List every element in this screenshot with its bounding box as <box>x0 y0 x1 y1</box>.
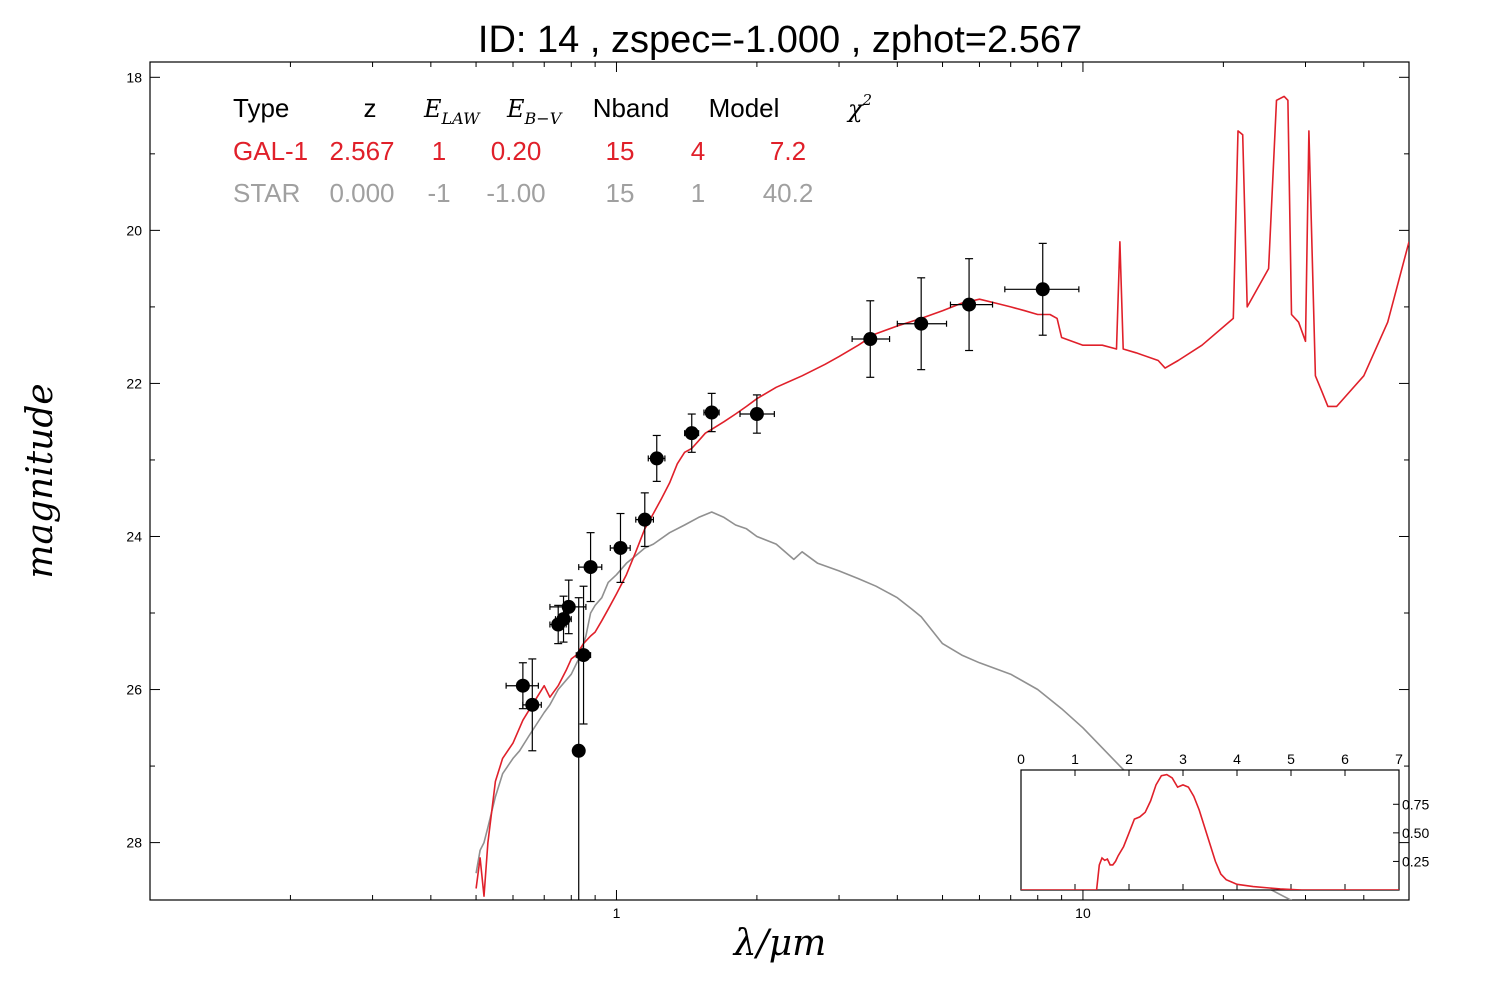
table-cell-star: 0.000 <box>329 178 394 208</box>
inset-x-tick-label: 2 <box>1125 751 1133 767</box>
x-axis-label: λ/μm <box>732 923 826 964</box>
series-line-star <box>475 511 1293 900</box>
table-header-chi2: χ2 <box>846 91 872 123</box>
data-point-marker <box>583 560 598 575</box>
table-cell-gal-1: 7.2 <box>770 136 806 166</box>
table-header-ebv: EB−V <box>506 95 563 128</box>
data-point <box>635 492 655 548</box>
table-cell-gal-1: 1 <box>432 136 446 166</box>
data-point-marker <box>515 678 530 693</box>
data-point <box>505 662 539 710</box>
y-tick-label: 22 <box>126 375 142 391</box>
inset-y-tick-label: 0.25 <box>1402 853 1429 869</box>
data-point-marker <box>637 512 652 527</box>
data-point-marker <box>561 599 576 614</box>
inset-x-tick-label: 4 <box>1233 751 1241 767</box>
inset-x-tick-label: 1 <box>1071 751 1079 767</box>
fit-results-table: Type z ELAW EB−V Nband Model χ2 GAL-1 2.5… <box>233 91 872 208</box>
data-point <box>647 434 666 482</box>
data-point-marker <box>576 648 591 663</box>
redshift-pdf-inset: 0 1 2 3 4 5 6 7 0.25 0.50 0.75 <box>1017 751 1429 891</box>
table-header-elaw: ELAW <box>423 95 481 128</box>
table-header-model: Model <box>709 93 780 123</box>
inset-axes: 0 1 2 3 4 5 6 7 0.25 0.50 0.75 <box>1017 751 1429 890</box>
inset-x-tick-label: 6 <box>1341 751 1349 767</box>
data-point <box>609 512 631 584</box>
table-cell-gal-1: 15 <box>606 136 635 166</box>
data-point-marker <box>962 297 977 312</box>
x-tick-label: 10 <box>1075 905 1091 921</box>
table-cell-star: 15 <box>606 178 635 208</box>
data-point-marker <box>863 332 878 347</box>
inset-x-tick-label: 0 <box>1017 751 1025 767</box>
x-tick-label: 1 <box>613 905 621 921</box>
table-rows: GAL-1 2.567 1 0.20 15 4 7.2 STAR 0.000 -1 -1.00 15 1… <box>233 136 813 208</box>
table-header-type: Type <box>233 93 289 123</box>
data-point <box>578 532 603 603</box>
table-cell-star: 40.2 <box>763 178 814 208</box>
table-cell-gal-1: GAL-1 <box>233 136 308 166</box>
table-cell-star: 1 <box>691 178 705 208</box>
data-point <box>571 597 586 900</box>
data-point-marker <box>914 316 929 331</box>
plot-frame <box>149 61 1410 901</box>
table-header-nband: Nband <box>593 93 670 123</box>
data-point-marker <box>1035 282 1050 297</box>
inset-y-tick-label: 0.75 <box>1402 796 1429 812</box>
y-tick-label: 26 <box>126 682 142 698</box>
inset-x-tick-label: 7 <box>1395 751 1403 767</box>
data-point-marker <box>613 540 628 555</box>
data-point-marker <box>684 426 699 441</box>
data-point-marker <box>749 407 764 422</box>
inset-x-tick-label: 5 <box>1287 751 1295 767</box>
table-header-z: z <box>364 93 377 123</box>
y-tick-label: 18 <box>126 69 142 85</box>
x-axis: 1 10 <box>289 62 1365 921</box>
data-point <box>851 300 891 378</box>
table-cell-star: STAR <box>233 178 300 208</box>
chart-title: ID: 14 , zspec=-1.000 , zphot=2.567 <box>478 19 1082 61</box>
data-point <box>949 258 994 352</box>
table-cell-gal-1: 2.567 <box>329 136 394 166</box>
inset-y-tick-label: 0.50 <box>1402 825 1429 841</box>
table-cell-gal-1: 4 <box>691 136 705 166</box>
table-cell-gal-1: 0.20 <box>491 136 542 166</box>
data-point <box>739 394 775 434</box>
y-tick-label: 20 <box>126 222 142 238</box>
inset-pdf-line <box>1021 773 1399 890</box>
data-point <box>1004 242 1080 336</box>
data-point <box>522 658 542 752</box>
inset-x-tick-label: 3 <box>1179 751 1187 767</box>
y-tick-label: 28 <box>126 835 142 851</box>
y-axis-label: magnitude <box>20 383 61 578</box>
plot-area <box>475 95 1409 900</box>
table-cell-star: -1 <box>427 178 450 208</box>
data-point <box>575 585 592 725</box>
inset-background <box>1020 769 1400 891</box>
y-tick-label: 24 <box>126 528 142 544</box>
table-cell-star: -1.00 <box>486 178 545 208</box>
data-point-marker <box>556 612 571 627</box>
data-point <box>549 579 587 635</box>
data-point <box>896 277 948 371</box>
data-point-marker <box>649 451 664 466</box>
data-point <box>703 392 720 433</box>
data-point-marker <box>571 743 586 758</box>
data-point-marker <box>704 405 719 420</box>
observed-points <box>505 242 1080 900</box>
data-point <box>684 413 700 453</box>
data-point-marker <box>525 697 540 712</box>
